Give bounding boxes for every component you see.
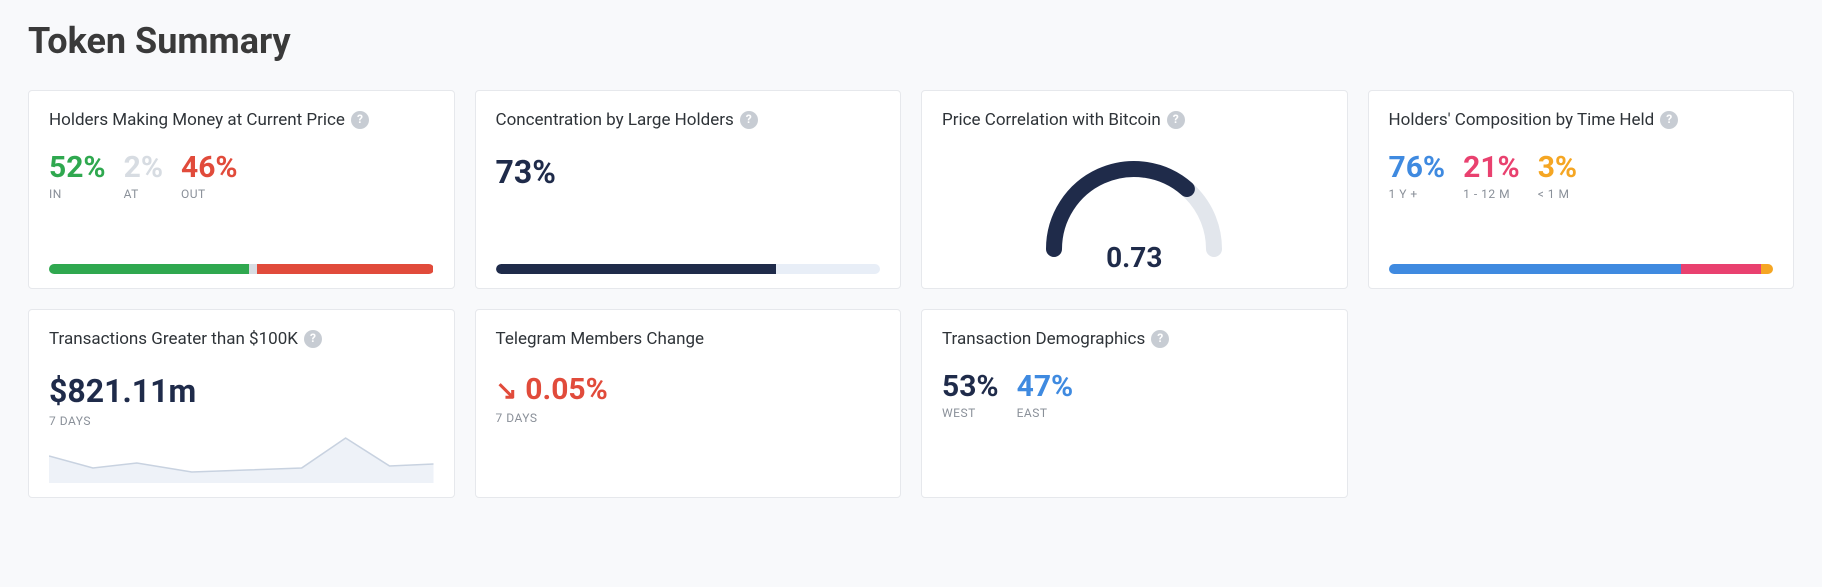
bar-seg-at: [249, 264, 257, 274]
card-correlation[interactable]: Price Correlation with Bitcoin ? 0.73: [921, 90, 1348, 289]
bar-seg-in: [49, 264, 249, 274]
bar-seg-out: [257, 264, 434, 274]
concentration-value: 73%: [496, 153, 881, 191]
bar-seg-composition: [1389, 264, 1681, 274]
card-concentration-title: Concentration by Large Holders: [496, 109, 734, 131]
card-demographics[interactable]: Transaction Demographics ? 53%WEST 47%EAS…: [921, 309, 1348, 498]
card-concentration[interactable]: Concentration by Large Holders ? 73%: [475, 90, 902, 289]
help-icon[interactable]: ?: [351, 111, 369, 129]
bar-seg-composition: [1681, 264, 1762, 274]
metric-west: 53%WEST: [942, 372, 999, 420]
card-demographics-title: Transaction Demographics: [942, 328, 1145, 350]
metric-composition: 3%< 1 M: [1538, 153, 1577, 201]
card-correlation-title: Price Correlation with Bitcoin: [942, 109, 1161, 131]
card-holders-money-title: Holders Making Money at Current Price: [49, 109, 345, 131]
card-tx-100k-title: Transactions Greater than $100K: [49, 328, 298, 350]
summary-grid: Holders Making Money at Current Price ? …: [28, 90, 1794, 498]
card-holders-money[interactable]: Holders Making Money at Current Price ? …: [28, 90, 455, 289]
metric-east: 47%EAST: [1017, 372, 1074, 420]
arrow-down-right-icon: ↘: [496, 376, 518, 406]
help-icon[interactable]: ?: [1151, 330, 1169, 348]
telegram-sub: 7 DAYS: [496, 411, 881, 425]
metric-in: 52%IN: [49, 153, 106, 201]
help-icon[interactable]: ?: [304, 330, 322, 348]
tx-100k-sub: 7 DAYS: [49, 414, 434, 428]
card-composition-title: Holders' Composition by Time Held: [1389, 109, 1655, 131]
concentration-bar: [496, 264, 881, 274]
card-tx-100k[interactable]: Transactions Greater than $100K ? $821.1…: [28, 309, 455, 498]
composition-bar: [1389, 264, 1774, 274]
tx-100k-sparkline: [49, 428, 434, 483]
help-icon[interactable]: ?: [740, 111, 758, 129]
help-icon[interactable]: ?: [1167, 111, 1185, 129]
metric-at: 2%AT: [124, 153, 163, 201]
tx-100k-value: $821.11m: [49, 372, 434, 410]
metric-composition: 76%1 Y +: [1389, 153, 1446, 201]
card-composition[interactable]: Holders' Composition by Time Held ? 76%1…: [1368, 90, 1795, 289]
holders-money-bar: [49, 264, 434, 274]
telegram-value: 0.05%: [525, 372, 608, 407]
card-telegram[interactable]: Telegram Members Change ↘ 0.05% 7 DAYS: [475, 309, 902, 498]
page-title: Token Summary: [28, 20, 1794, 62]
card-telegram-title: Telegram Members Change: [496, 328, 705, 350]
metric-composition: 21%1 - 12 M: [1463, 153, 1520, 201]
help-icon[interactable]: ?: [1660, 111, 1678, 129]
correlation-value: 0.73: [1106, 241, 1162, 274]
metric-out: 46%OUT: [181, 153, 238, 201]
bar-seg-composition: [1761, 264, 1773, 274]
